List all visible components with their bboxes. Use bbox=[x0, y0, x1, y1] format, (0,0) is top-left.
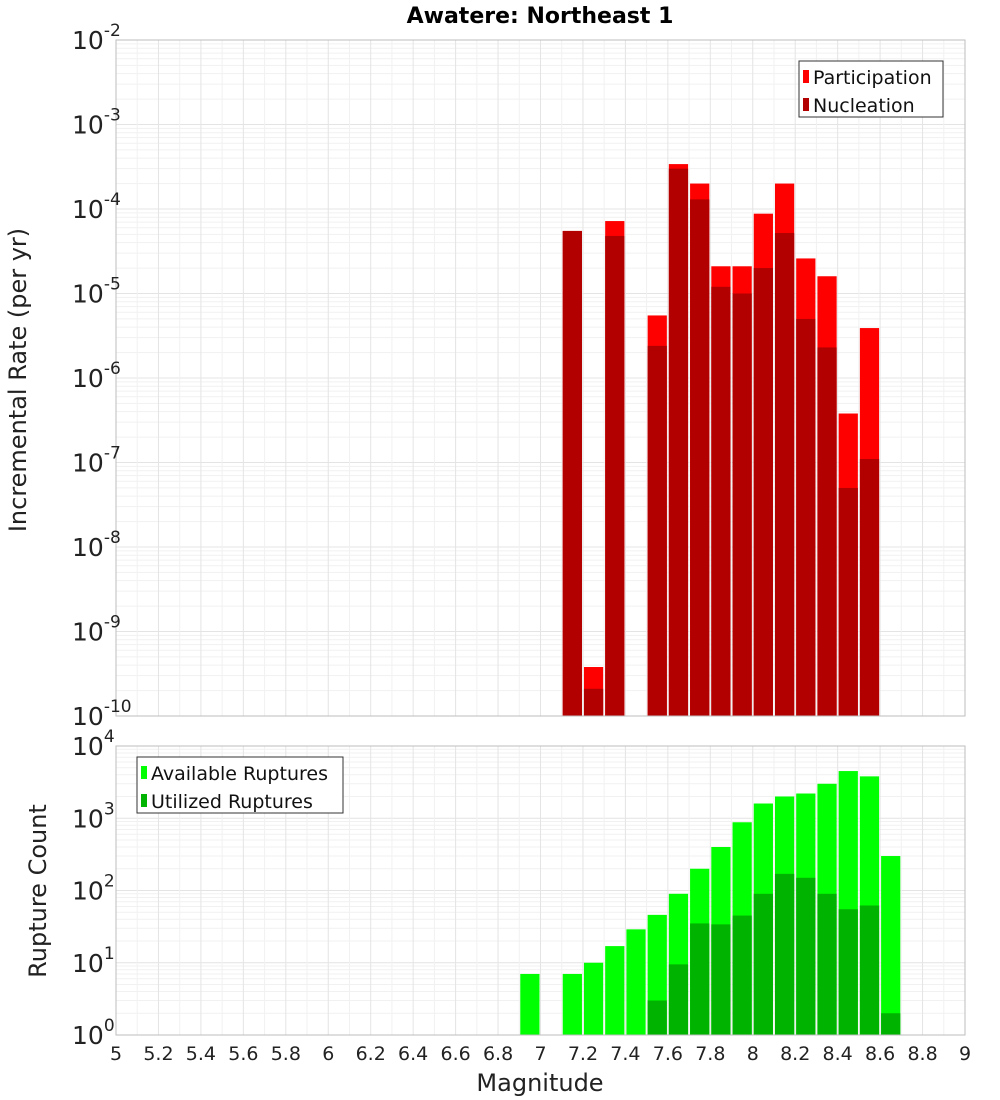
bar-nucleation bbox=[647, 345, 667, 716]
x-tick-label: 7.6 bbox=[653, 1043, 683, 1065]
y-tick-label: 10-2 bbox=[72, 21, 121, 55]
x-tick-label: 8 bbox=[747, 1043, 759, 1065]
incremental-rate-plot: 10-10 10-9 10-8 10-7 10-6 10-5 10-4 10-3 10-2 Par… bbox=[72, 21, 966, 731]
x-tick-label: 7.8 bbox=[695, 1043, 725, 1065]
bar-utilized-ruptures bbox=[838, 909, 858, 1035]
y-tick-label: 102 bbox=[72, 872, 115, 906]
x-tick-label: 8.8 bbox=[907, 1043, 937, 1065]
bars bbox=[562, 164, 880, 717]
y-tick-label: 10-4 bbox=[72, 190, 121, 224]
bar-utilized-ruptures bbox=[881, 1013, 901, 1035]
y-tick-label: 103 bbox=[72, 799, 115, 833]
y-tick-label: 10-5 bbox=[72, 275, 121, 309]
bar-nucleation bbox=[774, 232, 795, 716]
x-tick-label: 6.4 bbox=[398, 1043, 428, 1065]
y-tick-label: 10-10 bbox=[72, 697, 132, 731]
x-tick-label: 7 bbox=[534, 1043, 546, 1065]
bar-utilized-ruptures bbox=[647, 1000, 667, 1035]
legend: Participation Nucleation bbox=[798, 60, 944, 118]
legend: Available Ruptures Utilized Ruptures bbox=[136, 756, 344, 814]
y-tick-label: 10-7 bbox=[72, 444, 121, 478]
x-tick-label: 8.2 bbox=[780, 1043, 810, 1065]
top-y-axis-label: Incremental Rate (per yr) bbox=[4, 228, 32, 532]
rupture-count-plot: 100 101 102 103 104 Available Ruptures Utilize… bbox=[72, 727, 971, 1065]
legend-label: Nucleation bbox=[813, 95, 915, 117]
x-tick-label: 6.6 bbox=[440, 1043, 470, 1065]
bar-utilized-ruptures bbox=[732, 915, 752, 1035]
bar-nucleation bbox=[838, 487, 858, 716]
x-tick-labels: 5 5.2 5.4 5.6 5.8 6 6.2 6.4 6.6 6.8 7 7.2 7.4 7.6 7.8 8… bbox=[110, 1043, 971, 1065]
legend-label: Participation bbox=[813, 67, 932, 89]
plot-frame bbox=[115, 745, 966, 1036]
grid bbox=[115, 39, 966, 717]
bar-available-ruptures bbox=[626, 929, 646, 1035]
x-tick-label: 5.6 bbox=[228, 1043, 258, 1065]
bar-available-ruptures bbox=[583, 962, 604, 1035]
bar-nucleation bbox=[668, 168, 689, 717]
bar-available-ruptures bbox=[881, 856, 901, 1035]
legend-box bbox=[798, 60, 944, 118]
x-tick-label: 5.2 bbox=[143, 1043, 173, 1065]
bar-nucleation bbox=[796, 318, 816, 716]
y-tick-label: 10-6 bbox=[72, 359, 121, 393]
legend-swatch bbox=[803, 98, 809, 111]
y-tick-label: 10-8 bbox=[72, 528, 121, 562]
x-tick-label: 9 bbox=[959, 1043, 971, 1065]
bar-utilized-ruptures bbox=[668, 964, 689, 1035]
bar-nucleation bbox=[753, 268, 773, 716]
legend-swatch bbox=[141, 766, 147, 779]
legend-label: Utilized Ruptures bbox=[151, 791, 313, 813]
y-tick-label: 101 bbox=[72, 944, 115, 978]
bar-utilized-ruptures bbox=[774, 873, 795, 1035]
x-tick-label: 7.4 bbox=[610, 1043, 640, 1065]
legend-swatch bbox=[141, 794, 147, 807]
plot-frame bbox=[115, 39, 966, 717]
x-tick-label: 7.2 bbox=[568, 1043, 598, 1065]
x-tick-label: 8.4 bbox=[823, 1043, 853, 1065]
x-tick-label: 6 bbox=[322, 1043, 334, 1065]
bar-nucleation bbox=[859, 459, 880, 716]
bar-nucleation bbox=[817, 347, 837, 716]
chart-title: Awatere: Northeast 1 bbox=[407, 4, 674, 29]
y-tick-label: 10-3 bbox=[72, 106, 121, 140]
y-tick-labels: 100 101 102 103 104 bbox=[72, 727, 115, 1050]
bar-nucleation bbox=[583, 688, 604, 716]
bottom-y-axis-label: Rupture Count bbox=[24, 804, 52, 978]
bar-available-ruptures bbox=[605, 946, 625, 1035]
bars bbox=[520, 771, 901, 1035]
bar-available-ruptures bbox=[520, 973, 540, 1035]
x-tick-label: 5 bbox=[110, 1043, 122, 1065]
x-tick-label: 8.6 bbox=[865, 1043, 895, 1065]
y-tick-label: 100 bbox=[72, 1016, 115, 1050]
bar-nucleation bbox=[690, 199, 710, 717]
legend-box bbox=[136, 756, 344, 814]
bar-utilized-ruptures bbox=[817, 893, 837, 1035]
bar-utilized-ruptures bbox=[690, 923, 710, 1035]
bar-nucleation bbox=[562, 230, 582, 717]
legend-swatch bbox=[803, 70, 809, 83]
legend-label: Available Ruptures bbox=[151, 763, 328, 785]
x-axis-label: Magnitude bbox=[476, 1069, 603, 1097]
x-tick-label: 5.4 bbox=[186, 1043, 216, 1065]
bar-utilized-ruptures bbox=[859, 905, 880, 1035]
y-tick-label: 104 bbox=[72, 727, 115, 761]
bar-utilized-ruptures bbox=[711, 924, 731, 1035]
bar-nucleation bbox=[605, 235, 625, 716]
bar-nucleation bbox=[732, 293, 752, 716]
bar-utilized-ruptures bbox=[753, 893, 773, 1035]
bar-utilized-ruptures bbox=[796, 877, 816, 1035]
x-tick-label: 5.8 bbox=[271, 1043, 301, 1065]
bar-nucleation bbox=[711, 286, 731, 716]
y-tick-labels: 10-10 10-9 10-8 10-7 10-6 10-5 10-4 10-3 10-2 bbox=[72, 21, 132, 731]
x-tick-label: 6.2 bbox=[356, 1043, 386, 1065]
bar-available-ruptures bbox=[562, 973, 582, 1035]
y-tick-label: 10-9 bbox=[72, 613, 121, 647]
x-tick-label: 6.8 bbox=[483, 1043, 513, 1065]
